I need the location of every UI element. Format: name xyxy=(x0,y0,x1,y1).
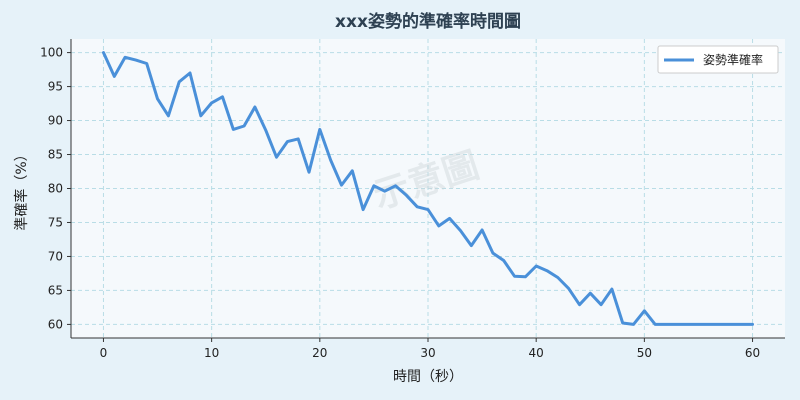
x-tick-label: 50 xyxy=(637,346,652,360)
y-tick-label: 80 xyxy=(48,182,63,196)
y-tick-label: 85 xyxy=(48,148,63,162)
x-tick-label: 30 xyxy=(420,346,435,360)
x-tick-label: 40 xyxy=(529,346,544,360)
x-tick-label: 0 xyxy=(100,346,108,360)
x-ticks: 0 10 20 30 40 50 60 xyxy=(100,338,760,360)
y-tick-label: 75 xyxy=(48,215,63,229)
series-group xyxy=(102,51,754,326)
y-tick-label: 90 xyxy=(48,114,63,128)
legend-box xyxy=(657,45,779,74)
y-tick-label: 60 xyxy=(48,317,63,331)
x-tick-label: 20 xyxy=(312,346,327,360)
x-axis-label: 時間（秒） xyxy=(393,369,463,385)
y-tick-label: 95 xyxy=(48,80,63,94)
y-axis-label: 準確率（%） xyxy=(13,147,30,230)
y-ticks: 60 65 70 75 80 85 90 95 100 xyxy=(40,46,71,331)
legend: 姿勢準確率 xyxy=(657,45,779,74)
legend-label: 姿勢準確率 xyxy=(703,52,763,67)
y-tick-label: 100 xyxy=(40,46,63,60)
y-tick-label: 65 xyxy=(48,283,63,297)
y-tick-label: 70 xyxy=(48,249,63,263)
chart-title: xxx姿勢的準確率時間圖 xyxy=(335,11,521,32)
x-tick-label: 10 xyxy=(204,346,219,360)
x-tick-label: 60 xyxy=(745,346,760,360)
